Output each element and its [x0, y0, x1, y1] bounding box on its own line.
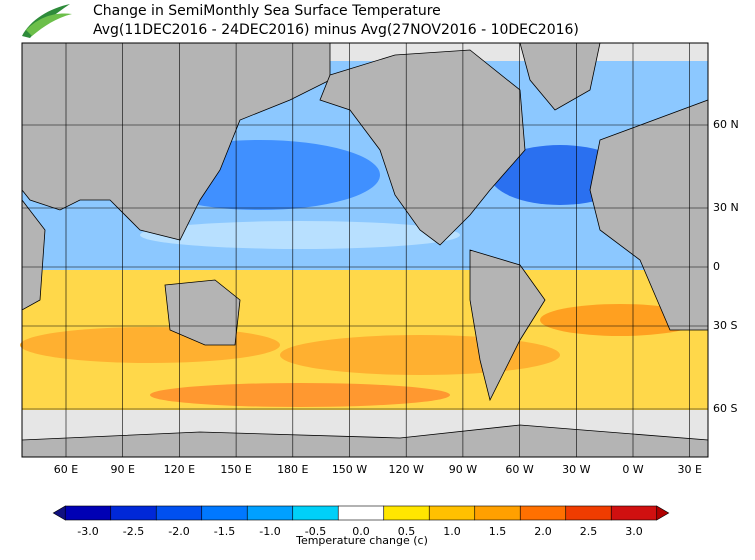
- lon-label: 60 W: [505, 463, 533, 476]
- colorbar-box: [428, 505, 476, 521]
- lon-label: 30 W: [562, 463, 590, 476]
- logo: [22, 4, 72, 38]
- lon-label: 30 E: [677, 463, 701, 476]
- colorbar-tick-label: 2.0: [534, 525, 552, 538]
- colorbar-box: [610, 505, 658, 521]
- colorbar-box: [474, 505, 521, 521]
- lat-label: 30 S: [713, 319, 737, 332]
- land: [469, 249, 546, 402]
- colorbar-tick-label: -1.5: [214, 525, 235, 538]
- lon-label: 90 W: [449, 463, 477, 476]
- colorbar-box: [565, 505, 612, 521]
- lon-label: 150 E: [220, 463, 251, 476]
- colorbar-label: Temperature change (c): [295, 534, 428, 547]
- colorbar-box: [383, 505, 430, 521]
- land: [164, 279, 241, 346]
- colorbar-tick-label: -2.5: [123, 525, 144, 538]
- lon-label: 60 E: [54, 463, 78, 476]
- lon-label: 150 W: [332, 463, 367, 476]
- colorbar-box: [201, 505, 248, 521]
- colorbar-arrow: [656, 505, 670, 521]
- colorbar-tick-label: 2.5: [580, 525, 598, 538]
- colorbar-box: [519, 505, 567, 521]
- colorbar-box: [292, 505, 339, 521]
- warm-region: [20, 327, 280, 363]
- mild-region: [140, 221, 460, 249]
- lat-label: 60 N: [713, 118, 739, 131]
- land: [319, 49, 526, 246]
- colorbar-arrow: [52, 505, 66, 521]
- lon-label: 90 E: [110, 463, 134, 476]
- colorbar-tick-label: -3.0: [77, 525, 98, 538]
- colorbar-tick-label: -0.5: [305, 525, 326, 538]
- colorbar-tick-label: 0.5: [398, 525, 416, 538]
- map-frame: [21, 42, 709, 458]
- warm-region: [540, 304, 700, 336]
- colorbar-tick-label: 1.5: [489, 525, 507, 538]
- colorbar-tick-label: -2.0: [168, 525, 189, 538]
- lat-label: 0: [713, 260, 720, 273]
- colorbar-tick-label: 1.0: [443, 525, 461, 538]
- subtitle: Avg(11DEC2016 - 24DEC2016) minus Avg(27N…: [93, 22, 579, 38]
- title: Change in SemiMonthly Sea Surface Temper…: [93, 3, 441, 19]
- colorbar-box: [246, 505, 294, 521]
- colorbar-box: [155, 505, 203, 521]
- lat-label: 30 N: [713, 201, 739, 214]
- land: [21, 42, 331, 241]
- lon-label: 120 W: [389, 463, 424, 476]
- lon-label: 0 W: [622, 463, 643, 476]
- colorbar-tick-label: 0.0: [352, 525, 370, 538]
- map: [20, 42, 709, 458]
- colorbar-box: [337, 505, 385, 521]
- colorbar-box: [110, 505, 157, 521]
- warm-region: [150, 383, 450, 407]
- lat-label: 60 S: [713, 402, 737, 415]
- lon-label: 120 E: [164, 463, 195, 476]
- colorbar-tick-label: -1.0: [259, 525, 280, 538]
- colorbar-box: [64, 505, 112, 521]
- lon-label: 180 E: [277, 463, 308, 476]
- colorbar-tick-label: 3.0: [625, 525, 643, 538]
